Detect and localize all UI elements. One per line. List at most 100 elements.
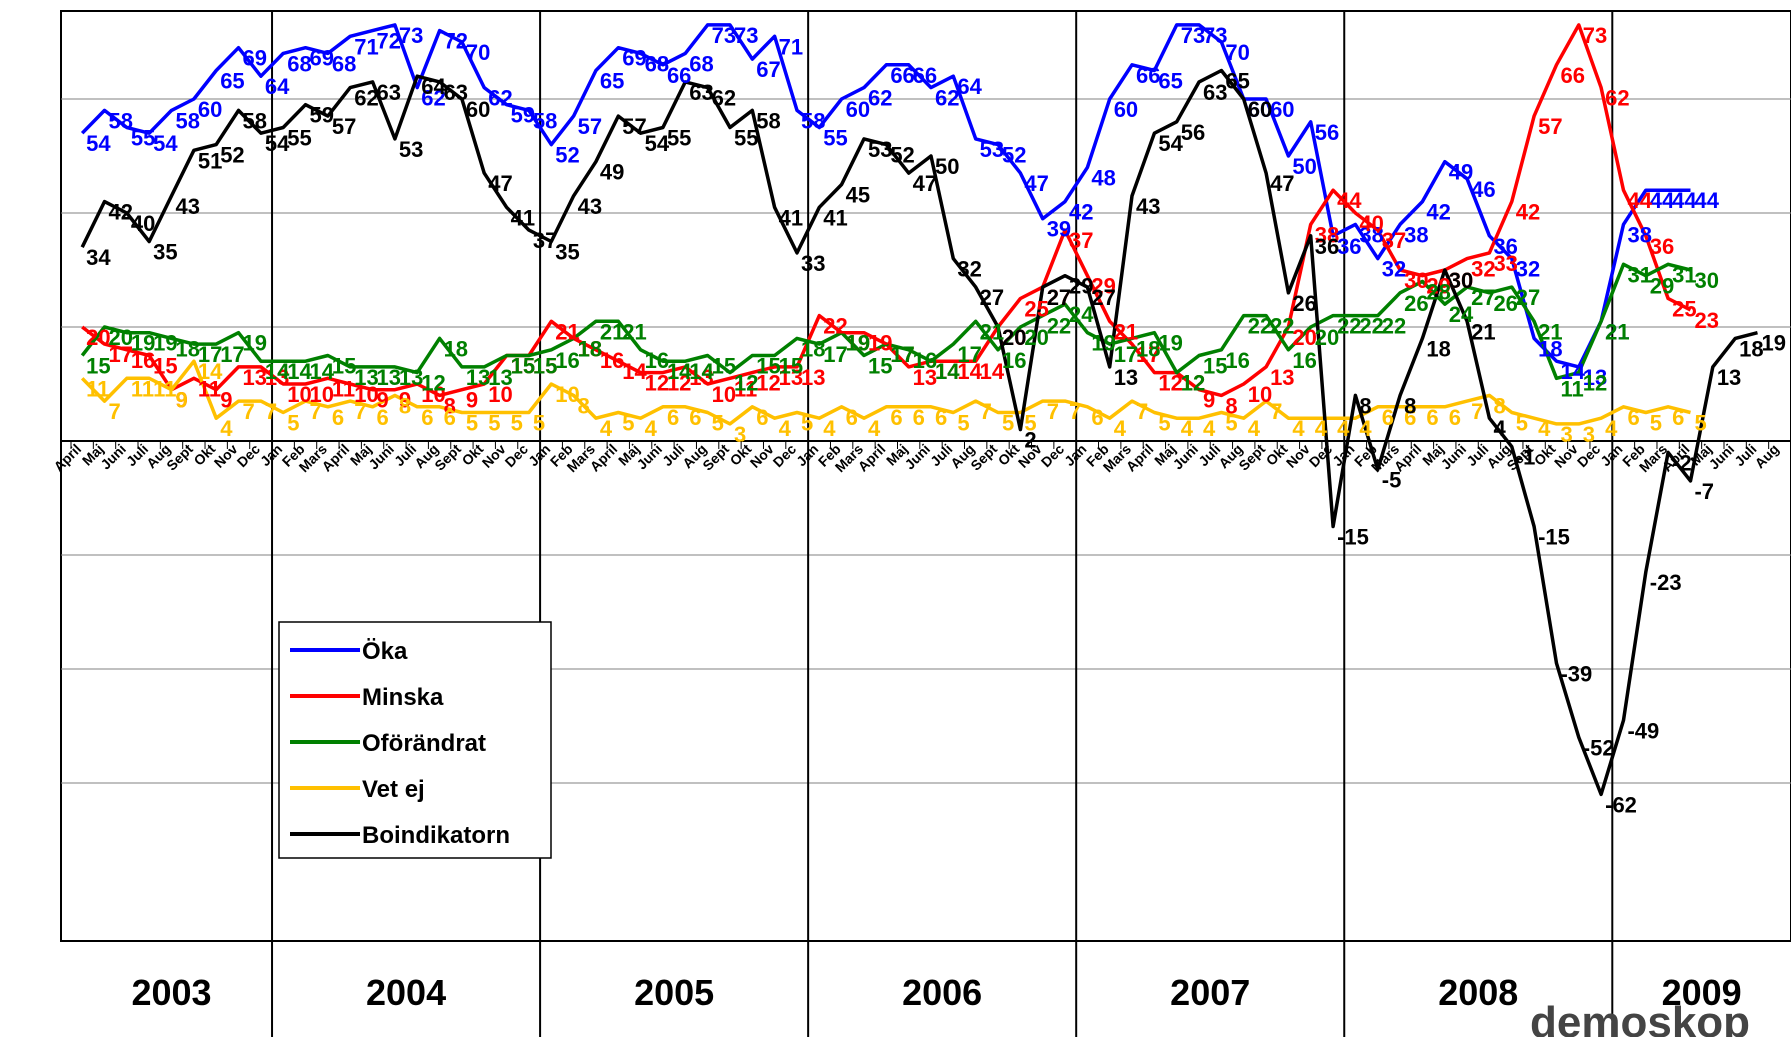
data-label: 53 (868, 137, 892, 162)
data-label: 50 (1292, 154, 1316, 179)
legend: Öka Minska Oförändrat Vet ej Boindikatorn (278, 621, 552, 859)
data-label: 47 (488, 171, 512, 196)
data-label: 14 (935, 359, 960, 384)
year-label: 2006 (902, 972, 982, 1013)
data-label: 52 (555, 143, 579, 168)
data-label: 36 (1337, 234, 1361, 259)
data-label: 5 (533, 411, 545, 436)
series-labels: 5458555458606569646869687172736272706259… (86, 23, 1786, 818)
data-label: 63 (444, 80, 468, 105)
data-label: 21 (600, 319, 624, 344)
data-label: 38 (1404, 222, 1428, 247)
data-label: 66 (1560, 63, 1584, 88)
data-label: 58 (176, 108, 200, 133)
legend-label: Öka (362, 638, 408, 665)
data-label: 17 (1136, 342, 1160, 367)
year-label: 2003 (131, 972, 211, 1013)
data-label: 65 (1225, 69, 1249, 94)
data-label: 9 (399, 388, 411, 413)
data-label: 18 (444, 336, 468, 361)
data-label: 60 (1248, 97, 1272, 122)
data-label: 20 (1002, 325, 1026, 350)
year-label: 2008 (1438, 972, 1518, 1013)
data-label: 10 (421, 382, 445, 407)
data-label: 5 (801, 411, 813, 436)
series-line-boindikatorn (80, 68, 1758, 797)
data-label: 15 (533, 354, 557, 379)
data-label: 12 (645, 371, 669, 396)
data-label: 22 (1337, 314, 1361, 339)
data-label: 38 (1315, 222, 1339, 247)
data-label: 4 (1337, 416, 1350, 441)
data-label: 15 (153, 354, 177, 379)
data-label: 38 (1359, 222, 1383, 247)
data-label: 6 (756, 405, 768, 430)
data-label: 19 (846, 331, 870, 356)
data-label: 6 (1426, 405, 1438, 430)
data-label: 6 (1382, 405, 1394, 430)
data-label: 55 (734, 126, 758, 151)
data-label: 14 (689, 359, 714, 384)
data-label: 7 (1136, 399, 1148, 424)
data-label: 57 (622, 114, 646, 139)
data-label: 71 (779, 34, 803, 59)
data-label: 26 (1292, 291, 1316, 316)
data-label: 5 (957, 411, 969, 436)
data-label: 15 (533, 354, 557, 379)
data-label: 8 (1359, 393, 1371, 418)
data-label: 58 (243, 108, 267, 133)
data-label: 19 (846, 331, 870, 356)
data-label: 47 (1270, 171, 1294, 196)
data-label: 4 (1292, 416, 1305, 441)
data-label: 13 (399, 365, 423, 390)
data-label: 21 (1471, 319, 1495, 344)
data-label: 26 (1404, 291, 1428, 316)
data-label: 4 (1538, 416, 1551, 441)
data-label: 32 (1382, 257, 1406, 282)
year-labels: 2003 2004 2005 2006 2007 2008 2009 (131, 972, 1741, 1013)
data-label: 5 (622, 411, 634, 436)
data-label: 62 (354, 86, 378, 111)
data-label: 6 (444, 405, 456, 430)
data-label: 63 (689, 80, 713, 105)
data-label: 73 (1583, 23, 1607, 48)
data-label: 6 (689, 405, 701, 430)
data-label: 40 (1359, 211, 1383, 236)
data-label: 29 (1091, 274, 1115, 299)
data-label: 36 (1315, 234, 1339, 259)
data-label: 20 (1315, 325, 1339, 350)
data-label: 27 (980, 285, 1004, 310)
data-label: 9 (176, 388, 188, 413)
data-label: 36 (1650, 234, 1674, 259)
data-label: 2 (1024, 428, 1036, 453)
data-label: 13 (913, 365, 937, 390)
data-label: 22 (1359, 314, 1383, 339)
data-label: 12 (1181, 371, 1205, 396)
data-label: 10 (555, 382, 579, 407)
data-label: 7 (310, 399, 322, 424)
data-label: 7 (1270, 399, 1282, 424)
data-label: 12 (1181, 371, 1205, 396)
data-label: 20 (1024, 325, 1048, 350)
data-label: 15 (712, 354, 736, 379)
data-label: 27 (1516, 285, 1540, 310)
data-label: 4 (1315, 416, 1328, 441)
data-label: 12 (756, 371, 780, 396)
legend-label: Minska (362, 684, 444, 711)
data-label: 50 (935, 154, 959, 179)
data-label: -1 (1516, 445, 1536, 470)
data-label: 21 (555, 319, 579, 344)
data-label: 20 (86, 325, 110, 350)
data-label: 6 (1449, 405, 1461, 430)
data-label: 8 (444, 393, 456, 418)
data-label: 19 (153, 331, 177, 356)
data-label: 14 (287, 359, 312, 384)
data-label: 13 (466, 365, 490, 390)
data-label: 14 (667, 359, 692, 384)
data-label: 54 (645, 131, 670, 156)
data-label: 43 (1136, 194, 1160, 219)
data-label: 12 (667, 371, 691, 396)
data-label: 58 (109, 108, 133, 133)
data-label: 62 (1605, 86, 1629, 111)
data-label: 39 (1047, 217, 1071, 242)
